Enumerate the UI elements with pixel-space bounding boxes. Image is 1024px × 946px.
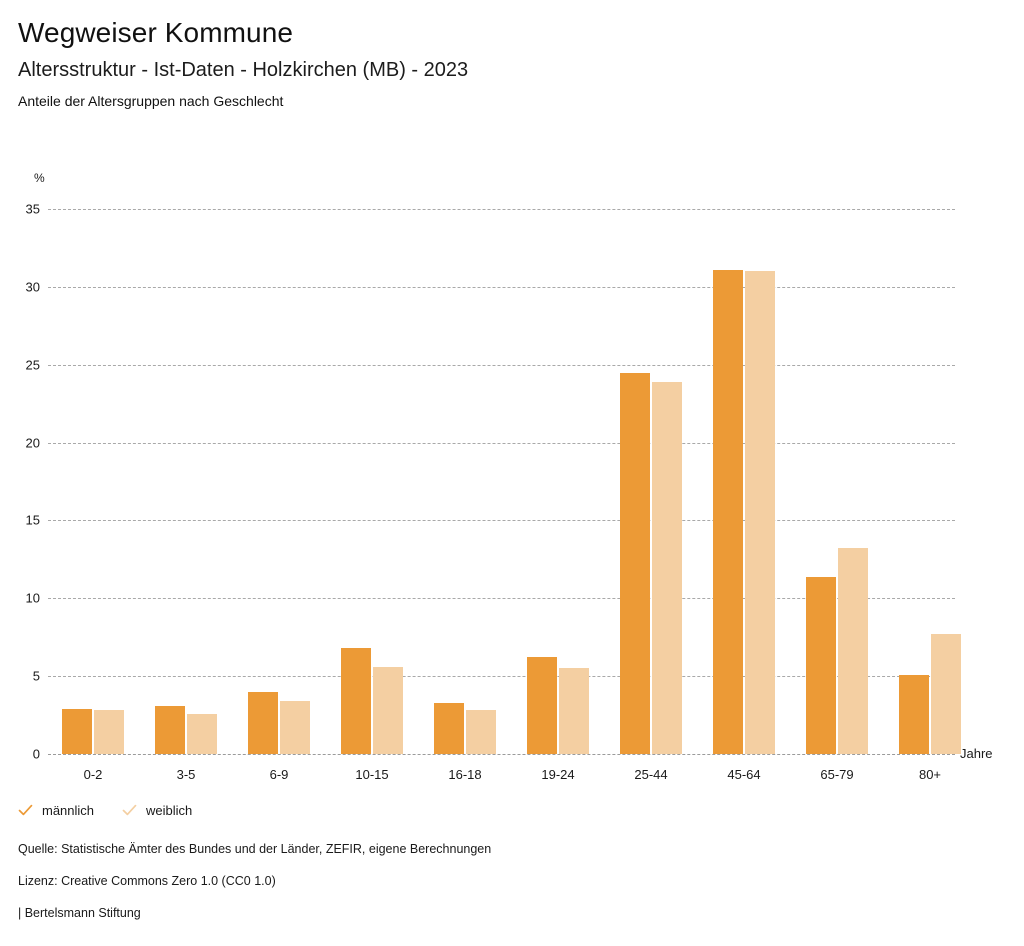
gridline-30 [48, 286, 955, 288]
chart-subtitle: Altersstruktur - Ist-Daten - Holzkirchen… [18, 59, 469, 82]
y-axis-tick-label: 20 [25, 435, 40, 451]
footer-publisher: | Bertelsmann Stiftung [18, 905, 141, 920]
gridline-25 [48, 364, 955, 366]
bar-group [806, 209, 868, 754]
x-axis-tick-label: 6-9 [269, 767, 289, 782]
bar-weiblich[interactable] [373, 666, 403, 754]
chart-header: Wegweiser Kommune Altersstruktur - Ist-D… [18, 16, 468, 110]
x-axis-tick-label: 19-24 [541, 767, 575, 782]
legend-item-weiblich[interactable]: weiblich [122, 803, 192, 818]
plot-area: 0 5 10 15 20 25 30 35 0-2 3-5 6-9 10-15 16-18 19-24 25… [26, 202, 961, 782]
bar-weiblich[interactable] [187, 713, 217, 754]
bar-maennlich[interactable] [899, 674, 929, 754]
y-axis-tick-label: 5 [32, 668, 40, 684]
y-axis-tick-label: 15 [25, 512, 40, 528]
x-axis-tick-label: 3-5 [176, 767, 196, 782]
bar-weiblich[interactable] [745, 271, 775, 754]
chart-footer: Quelle: Statistische Ämter des Bundes un… [18, 842, 492, 920]
chart-canvas: % Jahre 0 5 10 15 20 25 30 35 0-2 3-5 6-9 10-15 16-1… [26, 171, 993, 782]
y-axis-tick-label: 30 [25, 279, 40, 295]
x-axis-tick-label: 45-64 [727, 767, 761, 782]
gridline-15 [48, 520, 955, 522]
gridline-5 [48, 676, 955, 678]
footer-source: Quelle: Statistische Ämter des Bundes un… [18, 842, 492, 856]
chart-description: Anteile der Altersgruppen nach Geschlech… [18, 93, 284, 110]
gridline-10 [48, 598, 955, 600]
bar-group [62, 209, 124, 754]
gridline-20 [48, 442, 955, 444]
x-axis-tick-label: 0-2 [83, 767, 103, 782]
gridline-0 [48, 754, 955, 755]
bar-weiblich[interactable] [652, 381, 682, 754]
y-axis-tick-label: 10 [25, 590, 40, 606]
legend-label-weiblich: weiblich [146, 803, 193, 818]
bar-weiblich[interactable] [559, 668, 589, 754]
legend-item-maennlich[interactable]: männlich [18, 803, 94, 818]
gridline-35 [48, 209, 955, 210]
bar-maennlich[interactable] [248, 691, 278, 754]
bar-group [155, 209, 217, 754]
chart-legend: männlich weiblich [18, 803, 192, 818]
bar-maennlich[interactable] [806, 576, 836, 754]
x-axis-tick-label: 65-79 [820, 767, 854, 782]
bar-weiblich[interactable] [466, 710, 496, 754]
y-axis-tick-label: 35 [25, 201, 40, 217]
x-axis-unit-label: Jahre [960, 746, 993, 761]
bar-maennlich[interactable] [341, 648, 371, 754]
x-axis-tick-label: 25-44 [634, 767, 668, 782]
bar-group [341, 209, 403, 754]
bar-maennlich[interactable] [713, 269, 743, 754]
bar-weiblich[interactable] [838, 548, 868, 754]
bar-weiblich[interactable] [931, 634, 961, 754]
bar-maennlich[interactable] [434, 702, 464, 754]
bar-maennlich[interactable] [155, 705, 185, 754]
bar-maennlich[interactable] [62, 708, 92, 754]
bar-maennlich[interactable] [527, 657, 557, 754]
y-axis-tick-label: 0 [32, 746, 40, 762]
bar-group [248, 209, 310, 754]
bar-weiblich[interactable] [280, 701, 310, 754]
bar-weiblich[interactable] [94, 710, 124, 754]
bar-group [713, 209, 775, 754]
check-icon [122, 803, 137, 818]
footer-license: Lizenz: Creative Commons Zero 1.0 (CC0 1… [18, 873, 276, 888]
y-axis-tick-label: 25 [25, 357, 40, 373]
bar-group [527, 209, 589, 754]
bar-group [899, 209, 961, 754]
legend-label-maennlich: männlich [42, 803, 95, 818]
y-axis-unit-label: % [34, 171, 45, 185]
x-axis-tick-label: 16-18 [448, 767, 482, 782]
bar-maennlich[interactable] [620, 372, 650, 754]
x-axis-tick-label: 10-15 [355, 767, 389, 782]
check-icon [18, 803, 33, 818]
page-title: Wegweiser Kommune [18, 17, 294, 48]
x-axis-tick-label: 80+ [918, 767, 942, 782]
bar-group [620, 209, 682, 754]
bar-group [434, 209, 496, 754]
